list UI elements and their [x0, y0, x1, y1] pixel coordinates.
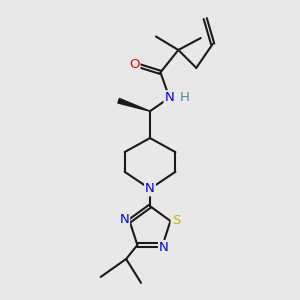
Polygon shape: [118, 98, 150, 111]
Text: N: N: [164, 91, 174, 104]
Text: N: N: [119, 213, 129, 226]
Text: S: S: [172, 214, 180, 227]
Text: O: O: [129, 58, 140, 71]
Text: N: N: [159, 241, 169, 254]
Text: H: H: [179, 91, 189, 104]
Text: N: N: [145, 182, 155, 195]
